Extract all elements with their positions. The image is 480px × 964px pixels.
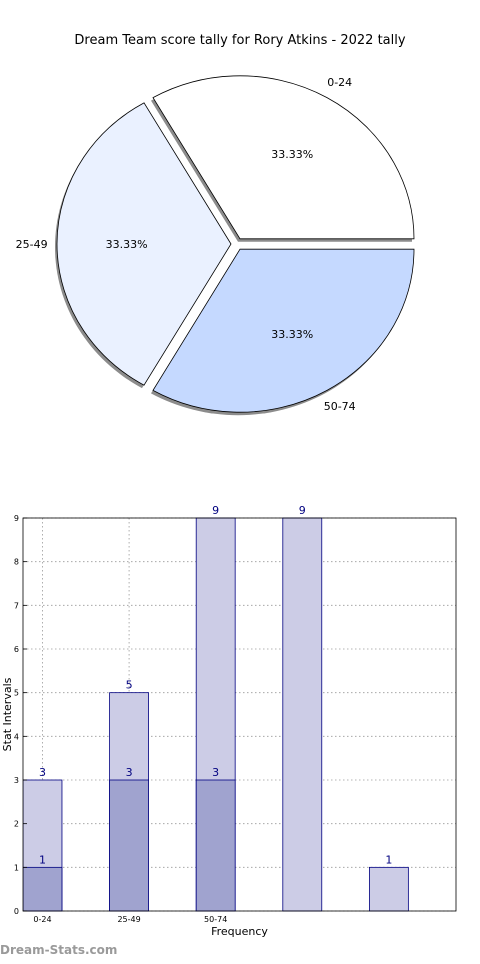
y-axis-label: Stat Intervals: [1, 677, 14, 751]
pie-slice: [152, 248, 415, 413]
y-tick-label: 5: [14, 689, 19, 698]
pie-chart-title: Dream Team score tally for Rory Atkins -…: [74, 33, 405, 48]
bar-value-label: 3: [39, 766, 46, 779]
bar-chart: 3 5 9 9 1 1 3 3 0 1 2 3 4 5 6 7 8 9 0-24 25-49 50-74Frequenc…: [1, 504, 457, 938]
x-axis-label: Frequency: [211, 925, 268, 938]
y-tick-label: 9: [14, 514, 19, 523]
bar-value-labels: 3 5 9 9 1 1 3 3: [39, 504, 392, 866]
pie-labels: 33.33% 0-24 33.33% 25-49 33.33% 50-74: [16, 76, 356, 413]
bar-value-label: 3: [126, 766, 133, 779]
pie-slices: [56, 75, 415, 413]
y-axis: 0 1 2 3 4 5 6 7 8 9: [14, 514, 27, 916]
plot-frame: [22, 517, 457, 912]
bar-value-label: 5: [126, 679, 133, 692]
pie-category-label: 25-49: [16, 238, 48, 251]
pie-category-label: 0-24: [327, 76, 352, 89]
pie-slice-percent-label: 33.33%: [106, 238, 148, 251]
bar-value-label: 1: [39, 853, 46, 866]
bar: [195, 779, 236, 912]
bar: [282, 517, 323, 912]
pie-slice: [56, 102, 232, 386]
bar: [23, 866, 63, 912]
watermark-text: Dream-Stats.com: [0, 943, 118, 957]
y-tick-label: 6: [14, 645, 19, 654]
pie-chart: 33.33% 0-24 33.33% 25-49 33.33% 50-74: [16, 75, 415, 416]
x-tick-label: 25-49: [117, 915, 140, 924]
x-tick-label: 50-74: [204, 915, 227, 924]
pie-slice-percent-label: 33.33%: [271, 148, 313, 161]
pie-category-label: 50-74: [324, 400, 356, 413]
y-tick-label: 3: [14, 776, 19, 785]
bar-value-label: 3: [212, 766, 219, 779]
bar-value-label: 9: [299, 504, 306, 517]
y-tick-label: 1: [14, 863, 19, 872]
pie-slice: [152, 75, 415, 240]
bar-value-label: 9: [212, 504, 219, 517]
x-tick-label: 0-24: [33, 915, 51, 924]
bar: [368, 866, 409, 912]
bar-value-label: 1: [385, 853, 392, 866]
y-tick-label: 4: [14, 732, 19, 741]
y-tick-label: 7: [14, 601, 19, 610]
y-tick-label: 2: [14, 820, 19, 829]
bar-grid: [23, 517, 456, 912]
y-tick-label: 8: [14, 558, 19, 567]
pie-slice-percent-label: 33.33%: [271, 328, 313, 341]
x-axis: 0-24 25-49 50-74: [33, 915, 227, 924]
y-tick-label: 0: [14, 907, 19, 916]
bars: [23, 517, 409, 912]
bar: [109, 779, 149, 912]
